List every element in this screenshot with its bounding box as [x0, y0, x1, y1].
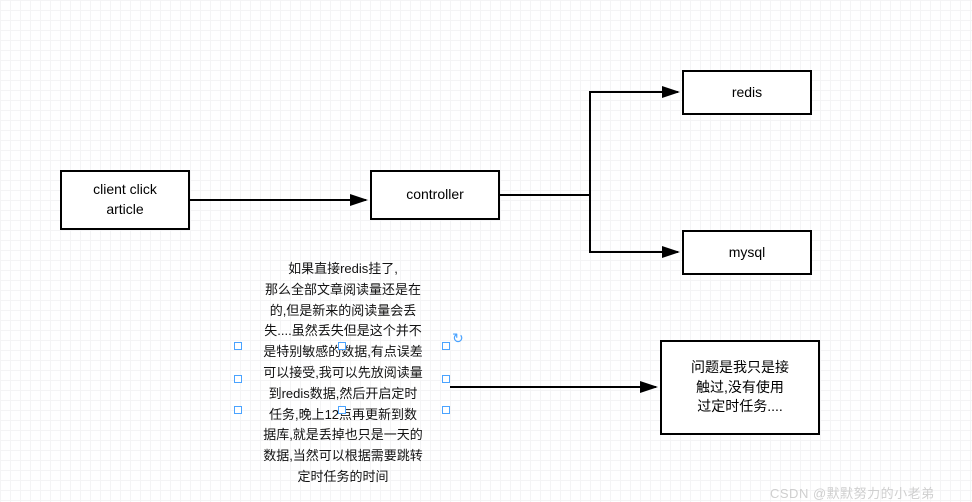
node-redis-label: redis: [732, 83, 762, 103]
watermark: CSDN @默默努力的小老弟: [770, 483, 935, 502]
edge-controller-mysql: [500, 195, 678, 252]
selection-handle[interactable]: [442, 375, 450, 383]
selection-handle[interactable]: [234, 406, 242, 414]
node-answer-label: 问题是我只是接 触过,没有使用 过定时任务....: [691, 358, 789, 417]
annotation-note-text: 如果直接redis挂了, 那么全部文章阅读量还是在 的,但是新来的阅读量会丢 失…: [263, 261, 423, 484]
node-client-label: client click article: [93, 180, 157, 219]
selection-handle[interactable]: [442, 342, 450, 350]
node-mysql-label: mysql: [729, 243, 766, 263]
node-mysql[interactable]: mysql: [682, 230, 812, 275]
selection-handle[interactable]: [338, 342, 346, 350]
edge-controller-redis: [500, 92, 678, 195]
selection-handle[interactable]: [234, 342, 242, 350]
node-controller-label: controller: [406, 185, 464, 205]
node-controller[interactable]: controller: [370, 170, 500, 220]
annotation-note[interactable]: 如果直接redis挂了, 那么全部文章阅读量还是在 的,但是新来的阅读量会丢 失…: [236, 259, 450, 488]
node-client[interactable]: client click article: [60, 170, 190, 230]
selection-handle[interactable]: [234, 375, 242, 383]
node-answer[interactable]: 问题是我只是接 触过,没有使用 过定时任务....: [660, 340, 820, 435]
node-redis[interactable]: redis: [682, 70, 812, 115]
selection-handle[interactable]: [338, 406, 346, 414]
rotate-icon[interactable]: ↻: [452, 330, 468, 346]
edges-layer: [0, 0, 972, 502]
selection-handle[interactable]: [442, 406, 450, 414]
